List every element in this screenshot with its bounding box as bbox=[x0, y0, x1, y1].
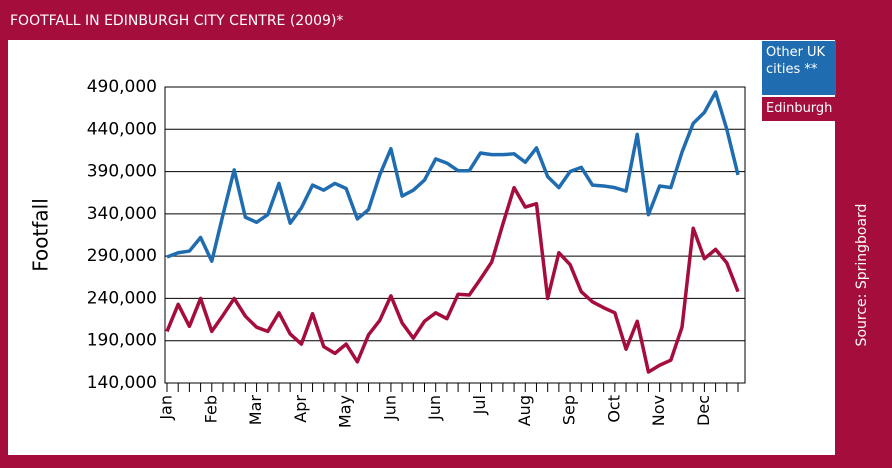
x-tick-label: Apr bbox=[291, 395, 310, 423]
x-tick-label: May bbox=[336, 395, 355, 428]
x-tick-label: Jun bbox=[425, 395, 444, 421]
source-note: Source: Springboard bbox=[854, 204, 870, 347]
y-tick-label: 190,000 bbox=[87, 331, 157, 351]
x-tick-label: Feb bbox=[201, 395, 220, 423]
chart-panel bbox=[8, 40, 835, 455]
y-tick-label: 240,000 bbox=[87, 288, 157, 308]
y-tick-label: 440,000 bbox=[87, 119, 157, 139]
series-line bbox=[165, 185, 740, 374]
y-tick-label: 140,000 bbox=[87, 373, 157, 393]
y-tick-label: 290,000 bbox=[87, 246, 157, 266]
x-tick-label: Nov bbox=[649, 395, 668, 426]
legend-item: Edinburgh bbox=[762, 97, 836, 121]
y-tick-label: 340,000 bbox=[87, 204, 157, 224]
plot-frame bbox=[164, 86, 746, 384]
x-tick-label: Jun bbox=[380, 395, 399, 421]
x-tick-label: Dec bbox=[694, 395, 713, 426]
x-tick-label: Jan bbox=[157, 395, 176, 421]
y-axis-label: Footfall bbox=[29, 198, 53, 272]
x-tick-label: Jul bbox=[470, 395, 489, 415]
x-tick-label: Mar bbox=[246, 395, 265, 426]
x-tick-label: Oct bbox=[604, 395, 623, 423]
y-tick-label: 490,000 bbox=[87, 77, 157, 97]
x-tick-label: Sep bbox=[560, 395, 579, 425]
x-tick-label: Aug bbox=[515, 395, 534, 426]
chart-title: FOOTFALL IN EDINBURGH CITY CENTRE (2009)… bbox=[10, 13, 343, 29]
legend-item: Other UK cities ** bbox=[762, 41, 836, 95]
y-tick-label: 390,000 bbox=[87, 162, 157, 182]
series-line bbox=[166, 90, 740, 263]
